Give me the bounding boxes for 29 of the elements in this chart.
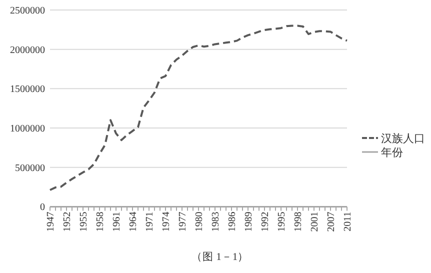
y-tick-label: 0 [40, 202, 45, 214]
line-series [49, 24, 348, 192]
x-tick-label: 1964 [128, 212, 139, 232]
x-tick-label: 1986 [227, 212, 238, 232]
x-tick-label: 1980 [194, 212, 205, 232]
x-tick-label: 1971 [144, 212, 156, 232]
y-tick-label: 2000000 [10, 44, 45, 56]
x-tick-label: 1947 [46, 212, 56, 232]
text: （图 1－1） [191, 251, 249, 263]
x-tick-label: 1955 [78, 212, 90, 232]
x-tick-label: 1977 [178, 212, 188, 232]
x-tick-label: 1983 [210, 212, 222, 232]
y-tick-label: 500000 [15, 162, 45, 174]
x-tick-label: 1998 [293, 212, 304, 232]
legend-label: 汉族人口 [381, 132, 425, 145]
legend-label: 年份 [381, 147, 403, 159]
x-tick-label: 2011 [342, 212, 354, 232]
y-tick-label: 1500000 [10, 84, 45, 96]
x-tick-label: 1995 [276, 212, 288, 232]
x-tick-label: 1989 [244, 212, 254, 232]
y-tick-label: 2500000 [10, 6, 45, 16]
y-tick-label: 1000000 [10, 124, 45, 135]
x-tick-label: 1958 [95, 212, 106, 232]
x-tick-label: 1952 [62, 212, 73, 232]
x-tick-label: 2007 [326, 212, 337, 232]
x-tick-label: 1961 [112, 212, 122, 232]
x-tick-label: 1992 [260, 212, 271, 232]
x-tick-label: 1974 [161, 212, 172, 232]
x-tick-label: 2001 [310, 212, 320, 232]
